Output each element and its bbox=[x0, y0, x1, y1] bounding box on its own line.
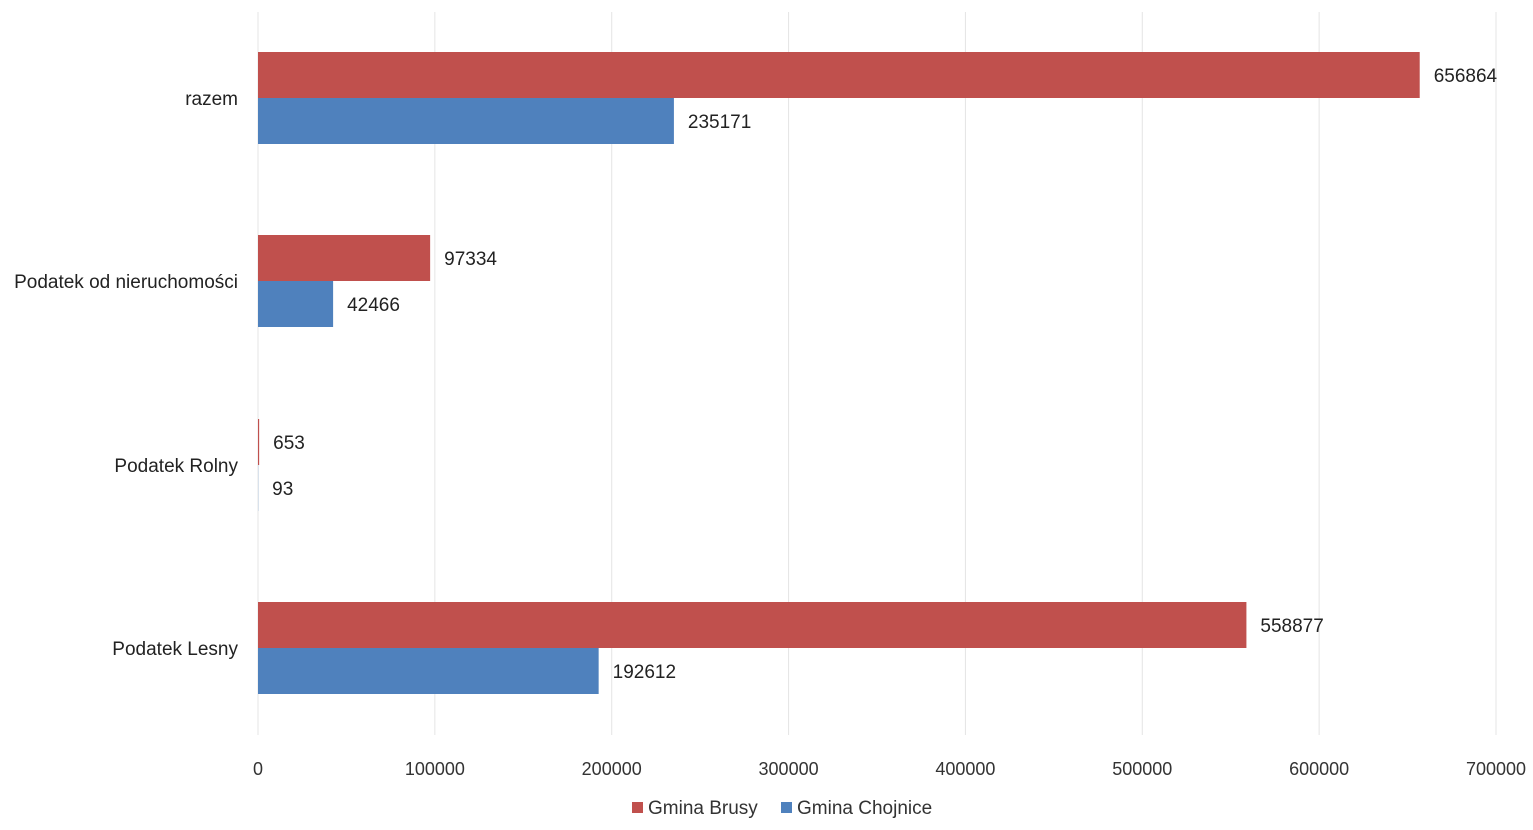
bars bbox=[258, 52, 1420, 694]
category-axis: razem Podatek od nieruchomości Podatek Rol… bbox=[14, 89, 238, 660]
bar-chojnice bbox=[258, 98, 674, 144]
x-tick-label: 100000 bbox=[405, 759, 465, 779]
x-tick-label: 200000 bbox=[582, 759, 642, 779]
x-tick-label: 0 bbox=[253, 759, 263, 779]
data-label: 42466 bbox=[347, 295, 400, 316]
legend: Gmina Brusy Gmina Chojnice bbox=[632, 798, 932, 819]
data-label: 93 bbox=[272, 479, 293, 500]
x-tick-label: 300000 bbox=[759, 759, 819, 779]
data-label: 558877 bbox=[1260, 616, 1323, 637]
legend-label: Gmina Chojnice bbox=[797, 798, 932, 819]
category-label: razem bbox=[185, 89, 238, 110]
bar-brusy bbox=[258, 602, 1246, 648]
bar-chojnice bbox=[258, 281, 333, 327]
legend-swatch bbox=[632, 802, 643, 813]
value-axis: 0 100000 200000 300000 400000 500000 600000 700… bbox=[253, 759, 1526, 779]
category-label: Podatek Rolny bbox=[114, 456, 238, 477]
category-label: Podatek Lesny bbox=[112, 639, 238, 660]
bar-chojnice bbox=[258, 648, 599, 694]
category-label: Podatek od nieruchomości bbox=[14, 272, 238, 293]
bar-brusy bbox=[258, 235, 430, 281]
data-labels: 656864 97334 653 558877 235171 42466 93 192612 bbox=[272, 66, 1497, 683]
data-label: 192612 bbox=[613, 662, 676, 683]
legend-swatch bbox=[781, 802, 792, 813]
x-tick-label: 700000 bbox=[1466, 759, 1526, 779]
bar-brusy bbox=[258, 52, 1420, 98]
data-label: 653 bbox=[273, 433, 305, 454]
x-tick-label: 500000 bbox=[1112, 759, 1172, 779]
x-tick-label: 400000 bbox=[935, 759, 995, 779]
legend-label: Gmina Brusy bbox=[648, 798, 758, 819]
data-label: 97334 bbox=[444, 249, 497, 270]
data-label: 656864 bbox=[1434, 66, 1498, 87]
bar-brusy bbox=[258, 419, 259, 465]
data-label: 235171 bbox=[688, 112, 751, 133]
x-tick-label: 600000 bbox=[1289, 759, 1349, 779]
